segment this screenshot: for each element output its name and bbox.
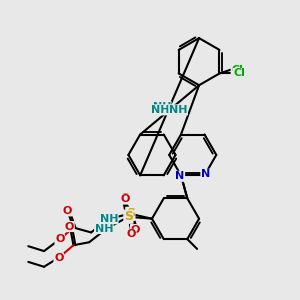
Text: NH: NH <box>152 102 171 112</box>
Text: N: N <box>176 171 184 181</box>
Text: Cl: Cl <box>233 68 245 78</box>
Text: NH: NH <box>100 214 118 224</box>
Text: S: S <box>126 207 135 220</box>
Text: O: O <box>63 206 72 216</box>
Text: S: S <box>124 210 133 223</box>
Text: O: O <box>54 253 63 263</box>
Text: O: O <box>55 234 64 244</box>
Text: O: O <box>121 193 130 203</box>
Text: NH: NH <box>151 105 169 115</box>
Text: N: N <box>201 169 210 179</box>
Text: NH: NH <box>169 105 188 115</box>
Text: NH: NH <box>94 224 113 233</box>
Text: O: O <box>121 194 130 204</box>
Text: O: O <box>130 224 140 235</box>
Text: O: O <box>127 230 136 239</box>
Text: Cl: Cl <box>231 64 243 74</box>
Text: O: O <box>65 222 74 232</box>
